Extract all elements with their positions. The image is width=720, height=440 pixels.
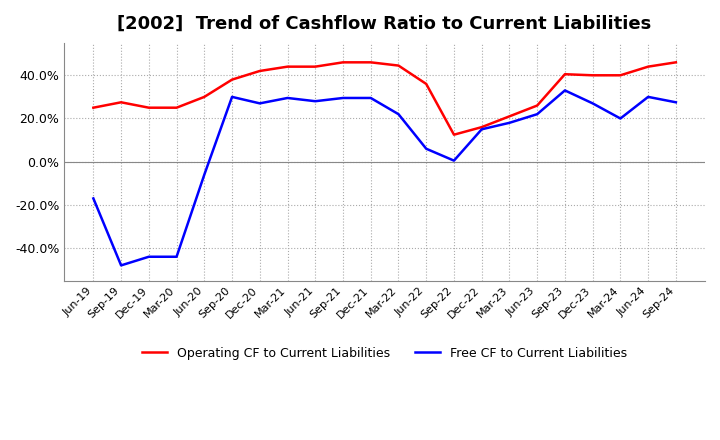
Operating CF to Current Liabilities (283, 64, 292, 69)
Operating CF to Current Liabilities (311, 64, 320, 69)
Free CF to Current Liabilities (283, 95, 292, 101)
Free CF to Current Liabilities (477, 127, 486, 132)
Free CF to Current Liabilities (588, 101, 597, 106)
Free CF to Current Liabilities (366, 95, 375, 101)
Operating CF to Current Liabilities (505, 114, 514, 119)
Operating CF to Current Liabilities (533, 103, 541, 108)
Free CF to Current Liabilities (338, 95, 347, 101)
Free CF to Current Liabilities (394, 111, 402, 117)
Free CF to Current Liabilities (89, 196, 98, 201)
Free CF to Current Liabilities (422, 146, 431, 151)
Operating CF to Current Liabilities (145, 105, 153, 110)
Line: Free CF to Current Liabilities: Free CF to Current Liabilities (94, 90, 676, 265)
Title: [2002]  Trend of Cashflow Ratio to Current Liabilities: [2002] Trend of Cashflow Ratio to Curren… (117, 15, 652, 33)
Operating CF to Current Liabilities (422, 81, 431, 87)
Operating CF to Current Liabilities (588, 73, 597, 78)
Operating CF to Current Liabilities (672, 60, 680, 65)
Operating CF to Current Liabilities (477, 125, 486, 130)
Operating CF to Current Liabilities (394, 63, 402, 68)
Operating CF to Current Liabilities (338, 60, 347, 65)
Free CF to Current Liabilities (533, 111, 541, 117)
Operating CF to Current Liabilities (616, 73, 625, 78)
Legend: Operating CF to Current Liabilities, Free CF to Current Liabilities: Operating CF to Current Liabilities, Fre… (137, 341, 632, 365)
Operating CF to Current Liabilities (450, 132, 459, 137)
Free CF to Current Liabilities (117, 263, 125, 268)
Free CF to Current Liabilities (450, 158, 459, 163)
Operating CF to Current Liabilities (561, 72, 570, 77)
Free CF to Current Liabilities (172, 254, 181, 260)
Free CF to Current Liabilities (200, 172, 209, 177)
Free CF to Current Liabilities (505, 120, 514, 125)
Free CF to Current Liabilities (561, 88, 570, 93)
Free CF to Current Liabilities (256, 101, 264, 106)
Operating CF to Current Liabilities (366, 60, 375, 65)
Free CF to Current Liabilities (644, 94, 652, 99)
Operating CF to Current Liabilities (256, 68, 264, 73)
Free CF to Current Liabilities (616, 116, 625, 121)
Operating CF to Current Liabilities (200, 94, 209, 99)
Free CF to Current Liabilities (311, 99, 320, 104)
Free CF to Current Liabilities (672, 99, 680, 105)
Operating CF to Current Liabilities (172, 105, 181, 110)
Operating CF to Current Liabilities (644, 64, 652, 69)
Operating CF to Current Liabilities (89, 105, 98, 110)
Operating CF to Current Liabilities (228, 77, 236, 82)
Line: Operating CF to Current Liabilities: Operating CF to Current Liabilities (94, 62, 676, 135)
Free CF to Current Liabilities (145, 254, 153, 260)
Operating CF to Current Liabilities (117, 99, 125, 105)
Free CF to Current Liabilities (228, 94, 236, 99)
